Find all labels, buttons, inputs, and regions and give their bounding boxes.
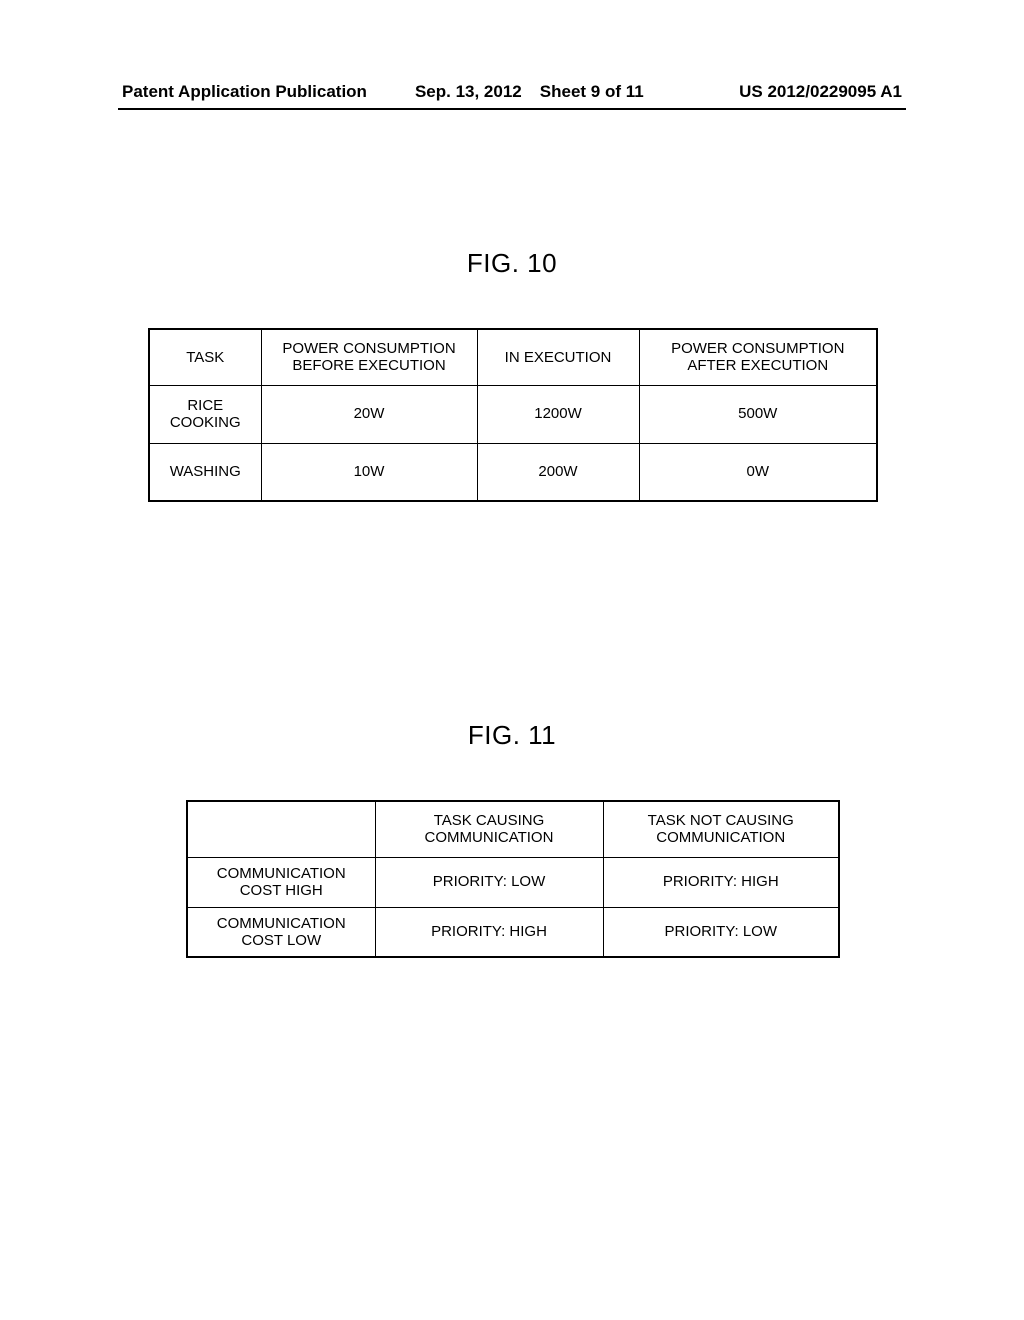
sheet-number: Sheet 9 of 11 (540, 82, 644, 102)
publication-label: Patent Application Publication (122, 82, 367, 102)
figure-11-table: TASK CAUSINGCOMMUNICATION TASK NOT CAUSI… (186, 800, 840, 958)
table-header-row: TASK POWER CONSUMPTIONBEFORE EXECUTION I… (149, 329, 877, 385)
col-header-in: IN EXECUTION (477, 329, 639, 385)
row-label: COMMUNICATIONCOST LOW (187, 907, 375, 957)
publication-date: Sep. 13, 2012 (415, 82, 522, 102)
table-row: WASHING 10W 200W 0W (149, 443, 877, 501)
row-label: COMMUNICATIONCOST HIGH (187, 857, 375, 907)
figure-11-title: FIG. 11 (0, 720, 1024, 751)
cell-causing: PRIORITY: HIGH (375, 907, 603, 957)
figure-10-title: FIG. 10 (0, 248, 1024, 279)
col-header-blank (187, 801, 375, 857)
col-header-not-causing: TASK NOT CAUSINGCOMMUNICATION (603, 801, 839, 857)
col-header-after: POWER CONSUMPTIONAFTER EXECUTION (639, 329, 877, 385)
cell-before: 10W (261, 443, 477, 501)
page-header: Patent Application Publication Sep. 13, … (122, 82, 902, 102)
table-header-row: TASK CAUSINGCOMMUNICATION TASK NOT CAUSI… (187, 801, 839, 857)
col-header-task: TASK (149, 329, 261, 385)
cell-not-causing: PRIORITY: HIGH (603, 857, 839, 907)
patent-number: US 2012/0229095 A1 (739, 82, 902, 102)
cell-in: 1200W (477, 385, 639, 443)
cell-task: WASHING (149, 443, 261, 501)
cell-before: 20W (261, 385, 477, 443)
cell-after: 0W (639, 443, 877, 501)
table-row: COMMUNICATIONCOST LOW PRIORITY: HIGH PRI… (187, 907, 839, 957)
col-header-before: POWER CONSUMPTIONBEFORE EXECUTION (261, 329, 477, 385)
cell-in: 200W (477, 443, 639, 501)
figure-10-table: TASK POWER CONSUMPTIONBEFORE EXECUTION I… (148, 328, 878, 502)
cell-causing: PRIORITY: LOW (375, 857, 603, 907)
cell-after: 500W (639, 385, 877, 443)
col-header-causing: TASK CAUSINGCOMMUNICATION (375, 801, 603, 857)
table-row: COMMUNICATIONCOST HIGH PRIORITY: LOW PRI… (187, 857, 839, 907)
cell-task: RICECOOKING (149, 385, 261, 443)
table-row: RICECOOKING 20W 1200W 500W (149, 385, 877, 443)
header-divider (118, 108, 906, 110)
cell-not-causing: PRIORITY: LOW (603, 907, 839, 957)
